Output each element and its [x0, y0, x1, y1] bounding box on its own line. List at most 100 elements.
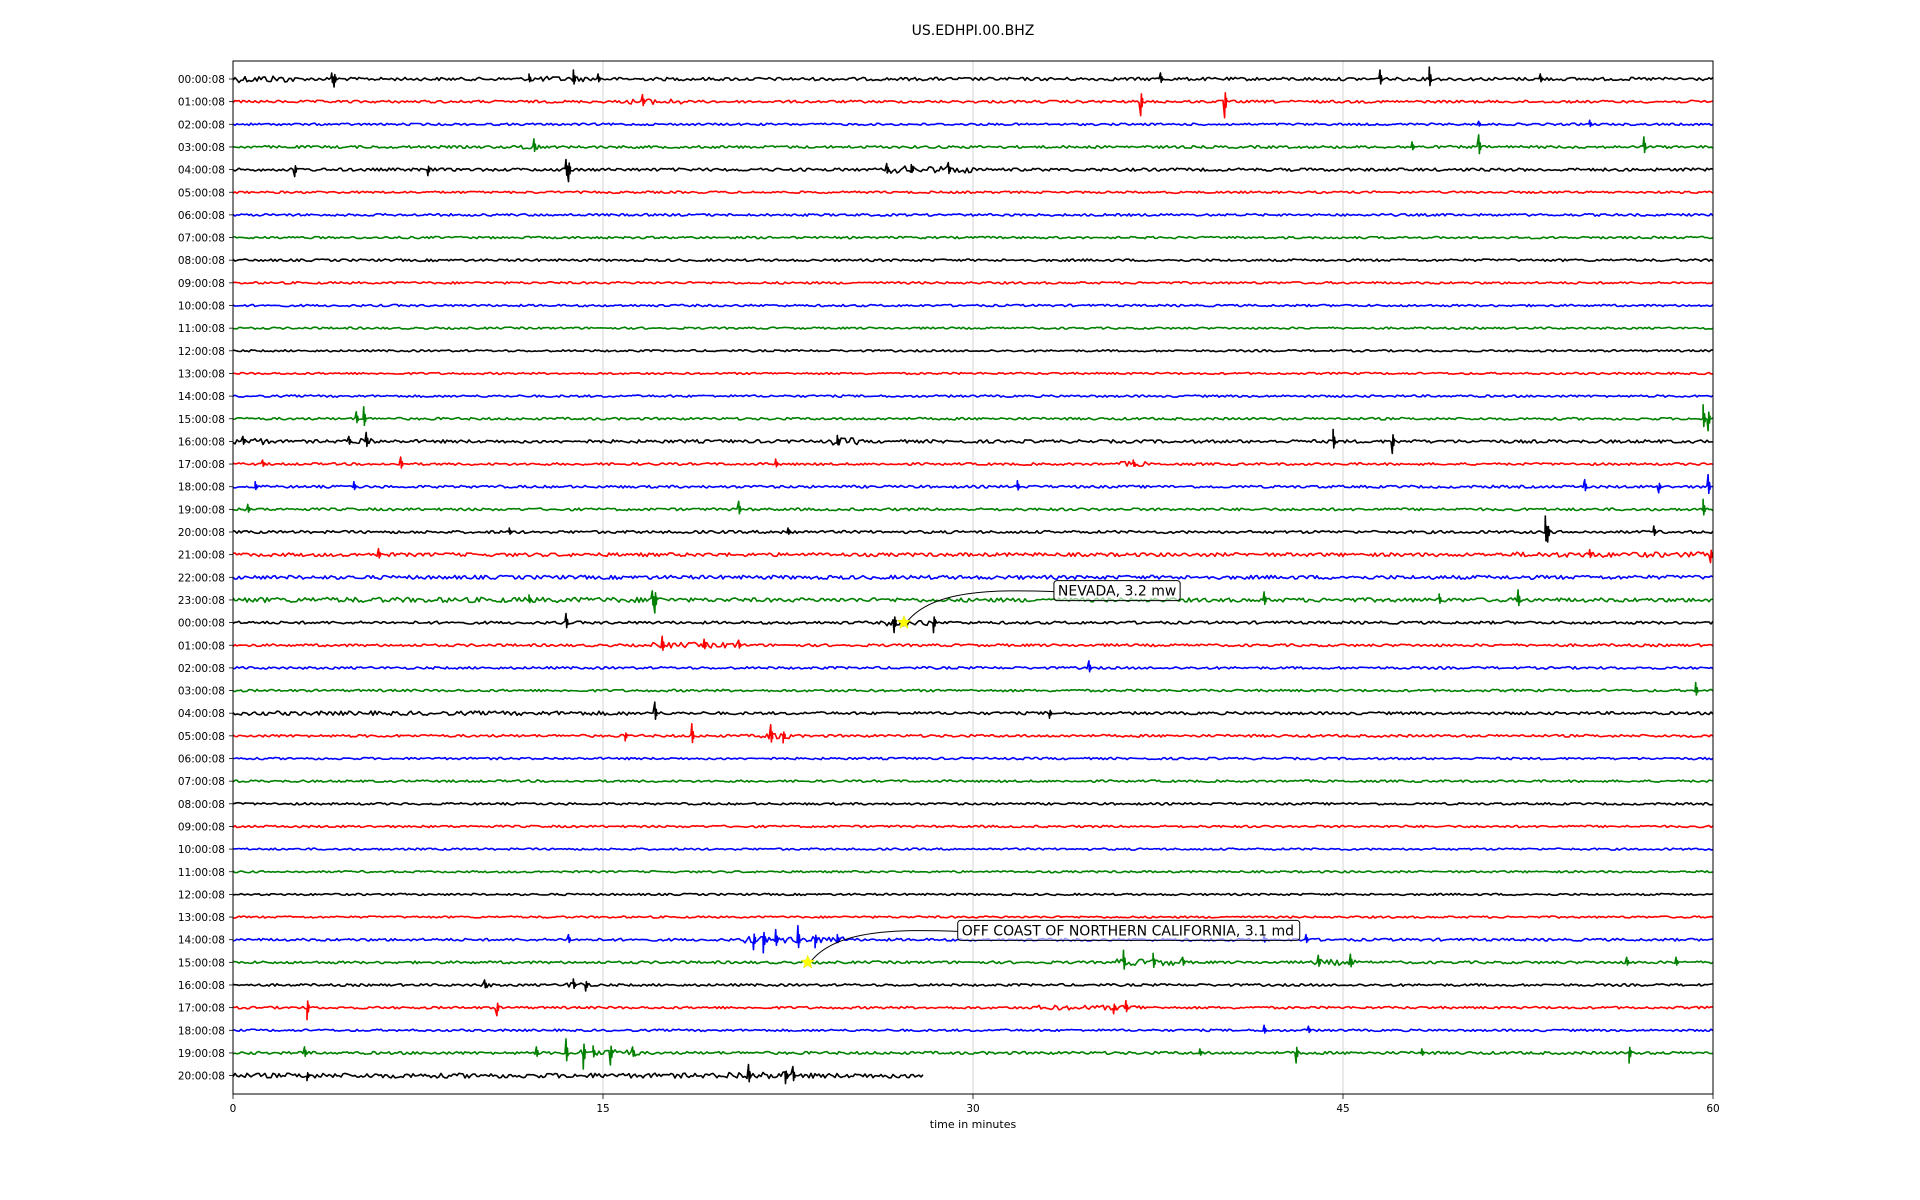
trace-row-26 — [232, 660, 1714, 673]
trace-row-33 — [232, 824, 1714, 829]
row-time-labels: 00:00:08 01:00:08 02:00:08 03:00:08 04:00:08… — [178, 74, 233, 1083]
row-time-label: 17:00:08 — [178, 459, 225, 471]
chart-title: US.EDHPI.00.BHZ — [912, 23, 1035, 39]
row-time-label: 13:00:08 — [178, 368, 225, 380]
trace-row-15 — [232, 403, 1714, 432]
x-tick-label: 30 — [966, 1103, 979, 1115]
row-time-label: 00:00:08 — [178, 74, 225, 86]
trace-row-17 — [232, 456, 1714, 469]
row-time-label: 01:00:08 — [178, 97, 225, 109]
row-time-label: 07:00:08 — [178, 233, 225, 245]
row-time-label: 15:00:08 — [178, 414, 225, 426]
trace-row-39 — [232, 949, 1714, 970]
trace-row-23 — [232, 589, 1714, 614]
trace-row-3 — [232, 134, 1714, 155]
x-tick-label: 15 — [596, 1103, 609, 1115]
annotation-connector — [811, 930, 958, 961]
trace-row-16 — [232, 428, 1714, 455]
trace-row-42 — [232, 1024, 1714, 1034]
row-time-label: 21:00:08 — [178, 550, 225, 562]
row-time-label: 09:00:08 — [178, 278, 225, 290]
event-annotations: NEVADA, 3.2 mw OFF COAST OF NORTHERN CALI… — [800, 580, 1301, 969]
annotation-label: NEVADA, 3.2 mw — [1058, 584, 1176, 600]
x-tick-label: 60 — [1706, 1103, 1719, 1115]
trace-row-4 — [232, 158, 1714, 183]
trace-row-13 — [232, 371, 1714, 376]
trace-row-22 — [232, 574, 1714, 580]
trace-row-43 — [232, 1038, 1714, 1070]
row-time-label: 14:00:08 — [178, 935, 225, 947]
trace-row-20 — [232, 515, 1714, 543]
row-time-label: 04:00:08 — [178, 165, 225, 177]
row-time-label: 06:00:08 — [178, 754, 225, 766]
trace-row-1 — [232, 92, 1714, 119]
x-axis-label: time in minutes — [930, 1118, 1017, 1131]
trace-row-32 — [232, 801, 1714, 806]
trace-row-30 — [232, 756, 1714, 761]
trace-row-10 — [232, 303, 1714, 308]
trace-row-37 — [232, 915, 1714, 919]
trace-row-31 — [232, 779, 1714, 784]
row-time-label: 04:00:08 — [178, 708, 225, 720]
trace-row-14 — [232, 394, 1714, 398]
trace-row-36 — [232, 892, 1714, 897]
row-time-label: 18:00:08 — [178, 482, 225, 494]
annotation-label: OFF COAST OF NORTHERN CALIFORNIA, 3.1 md — [962, 923, 1294, 939]
trace-row-21 — [232, 547, 1714, 564]
trace-row-27 — [232, 681, 1714, 696]
trace-row-29 — [232, 723, 1714, 744]
trace-row-24 — [232, 612, 1714, 634]
row-time-label: 23:00:08 — [178, 595, 225, 607]
row-time-label: 22:00:08 — [178, 572, 225, 584]
trace-row-7 — [232, 235, 1714, 240]
trace-row-6 — [232, 212, 1714, 217]
row-time-label: 13:00:08 — [178, 912, 225, 924]
x-axis-ticks: 0 15 30 45 60 — [230, 1094, 1720, 1115]
event-star-marker — [896, 614, 912, 629]
trace-row-2 — [232, 119, 1714, 128]
trace-row-12 — [232, 349, 1714, 353]
row-time-label: 01:00:08 — [178, 640, 225, 652]
row-time-label: 19:00:08 — [178, 504, 225, 516]
trace-row-25 — [232, 635, 1714, 651]
row-time-label: 15:00:08 — [178, 957, 225, 969]
row-time-label: 12:00:08 — [178, 346, 225, 358]
row-time-label: 10:00:08 — [178, 844, 225, 856]
trace-row-11 — [232, 326, 1714, 330]
row-time-label: 08:00:08 — [178, 799, 225, 811]
row-time-label: 20:00:08 — [178, 1071, 225, 1083]
event-star-marker — [800, 954, 816, 969]
trace-layer — [232, 66, 1714, 1085]
annotation-box — [957, 919, 1301, 941]
row-time-label: 11:00:08 — [178, 867, 225, 879]
trace-row-0 — [232, 66, 1714, 88]
row-time-label: 07:00:08 — [178, 776, 225, 788]
trace-row-34 — [232, 847, 1714, 851]
trace-row-44 — [232, 1063, 924, 1085]
row-time-label: 03:00:08 — [178, 142, 225, 154]
row-time-label: 16:00:08 — [178, 436, 225, 448]
row-time-label: 03:00:08 — [178, 686, 225, 698]
row-time-label: 06:00:08 — [178, 210, 225, 222]
trace-row-28 — [232, 701, 1714, 721]
trace-row-40 — [232, 978, 1714, 992]
trace-row-41 — [232, 999, 1714, 1021]
row-time-label: 02:00:08 — [178, 663, 225, 675]
trace-row-35 — [232, 869, 1714, 874]
row-time-label: 20:00:08 — [178, 527, 225, 539]
x-tick-label: 45 — [1336, 1103, 1349, 1115]
row-time-label: 17:00:08 — [178, 1003, 225, 1015]
row-time-label: 02:00:08 — [178, 119, 225, 131]
trace-row-8 — [232, 258, 1714, 263]
trace-row-19 — [232, 498, 1714, 516]
row-time-label: 11:00:08 — [178, 323, 225, 335]
row-time-label: 09:00:08 — [178, 821, 225, 833]
row-time-label: 08:00:08 — [178, 255, 225, 267]
row-time-label: 00:00:08 — [178, 618, 225, 630]
row-time-label: 12:00:08 — [178, 889, 225, 901]
annotation-connector — [907, 590, 1054, 621]
row-time-label: 18:00:08 — [178, 1025, 225, 1037]
trace-row-9 — [232, 280, 1714, 285]
row-time-label: 19:00:08 — [178, 1048, 225, 1060]
